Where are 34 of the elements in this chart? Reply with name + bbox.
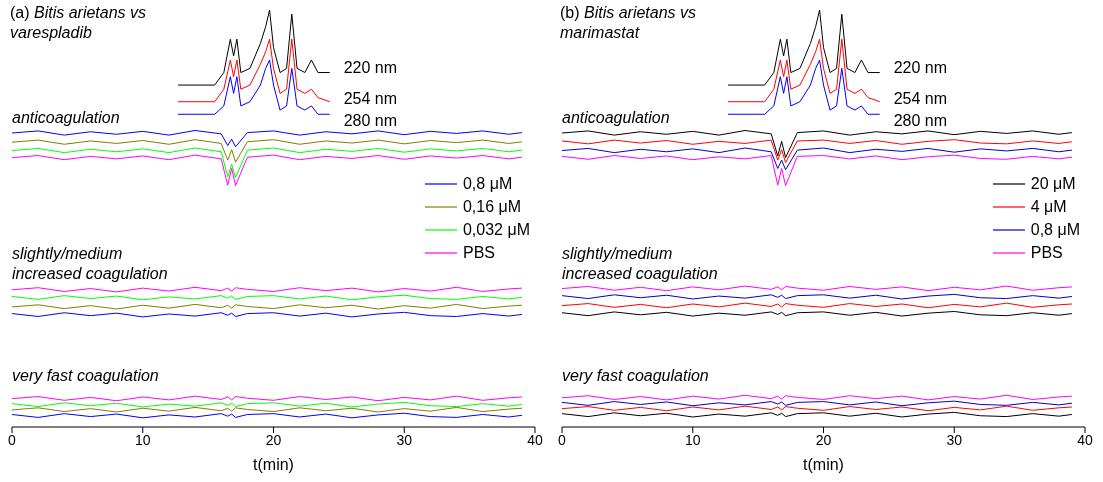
annotation: anticoagulation [12, 108, 121, 128]
x-tick-label: 10 [134, 431, 151, 448]
series-label: 280 nm [343, 112, 398, 130]
annotation: slightly/medium increased coagulation [562, 244, 719, 284]
annotation: slightly/medium increased coagulation [12, 244, 169, 284]
annotation: very fast coagulation [562, 366, 710, 386]
annotation: very fast coagulation [12, 366, 160, 386]
legend-label: 0,032 μM [462, 220, 530, 239]
x-tick-label: 40 [1077, 431, 1093, 448]
x-tick-label: 30 [396, 431, 413, 448]
x-tick-label: 20 [815, 431, 832, 448]
legend-label: 20 μM [1030, 174, 1076, 193]
series-label: 220 nm [343, 58, 398, 76]
chart-title: (b) Bitis arietans vs marimastat [560, 3, 698, 43]
series-label: 254 nm [893, 89, 948, 107]
series-label: 280 nm [893, 112, 948, 130]
legend-label: 0,16 μM [462, 197, 522, 216]
x-axis-title: t(min) [803, 456, 844, 473]
x-tick-label: 0 [558, 431, 567, 448]
legend-label: PBS [1030, 243, 1063, 262]
x-tick-label: 10 [684, 431, 701, 448]
series-label: 254 nm [343, 89, 398, 107]
legend-label: 0,8 μM [1030, 220, 1080, 239]
chart-title: (a) Bitis arietans vs varespladib [10, 3, 148, 43]
x-tick-label: 0 [8, 431, 17, 448]
series-label: 220 nm [893, 58, 948, 76]
legend-label: 0,8 μM [462, 174, 513, 193]
x-tick-label: 40 [527, 431, 543, 448]
x-tick-label: 30 [946, 431, 963, 448]
x-tick-label: 20 [265, 431, 282, 448]
legend-label: PBS [462, 243, 495, 262]
x-axis-title: t(min) [253, 456, 294, 473]
annotation: anticoagulation [562, 108, 671, 128]
legend-label: 4 μM [1030, 197, 1067, 216]
